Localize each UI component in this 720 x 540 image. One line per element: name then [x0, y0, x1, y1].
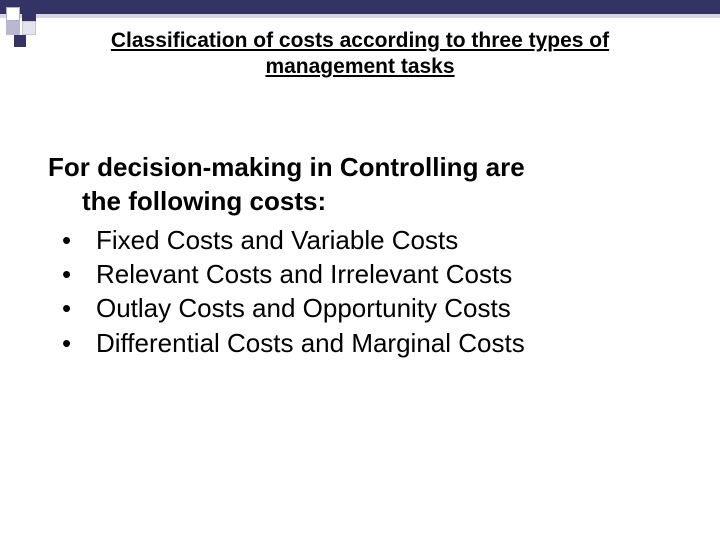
slide-title: Classification of costs according to thr… — [60, 28, 660, 81]
decor-square-icon — [6, 21, 20, 35]
lead-line-1: For decision-making in Controlling are — [48, 152, 525, 182]
lead-line-2: the following costs: — [48, 184, 668, 218]
list-item: Differential Costs and Marginal Costs — [48, 326, 668, 360]
bullet-list: Fixed Costs and Variable Costs Relevant … — [48, 223, 668, 360]
lead-text: For decision-making in Controlling are t… — [48, 150, 668, 219]
decor-square-icon — [6, 7, 20, 21]
slide: Classification of costs according to thr… — [0, 0, 720, 540]
decor-topbar-dark — [0, 0, 720, 14]
list-item: Outlay Costs and Opportunity Costs — [48, 291, 668, 325]
decor-square-icon — [14, 35, 26, 47]
list-item: Relevant Costs and Irrelevant Costs — [48, 257, 668, 291]
decor-topbar-light — [0, 14, 720, 18]
decor-left-squares — [0, 0, 36, 540]
list-item: Fixed Costs and Variable Costs — [48, 223, 668, 257]
decor-square-icon — [22, 7, 36, 21]
decor-square-icon — [22, 21, 36, 35]
slide-body: For decision-making in Controlling are t… — [48, 150, 668, 360]
